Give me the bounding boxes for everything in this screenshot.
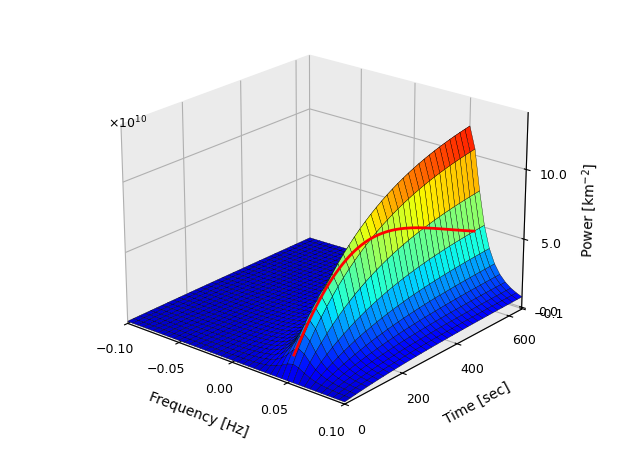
X-axis label: Frequency [Hz]: Frequency [Hz]: [147, 389, 250, 439]
Text: $\times10^{10}$: $\times10^{10}$: [108, 114, 147, 131]
Y-axis label: Time [sec]: Time [sec]: [442, 380, 512, 427]
